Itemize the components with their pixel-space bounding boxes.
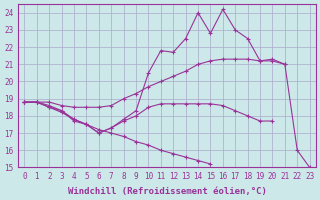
X-axis label: Windchill (Refroidissement éolien,°C): Windchill (Refroidissement éolien,°C)	[68, 187, 267, 196]
